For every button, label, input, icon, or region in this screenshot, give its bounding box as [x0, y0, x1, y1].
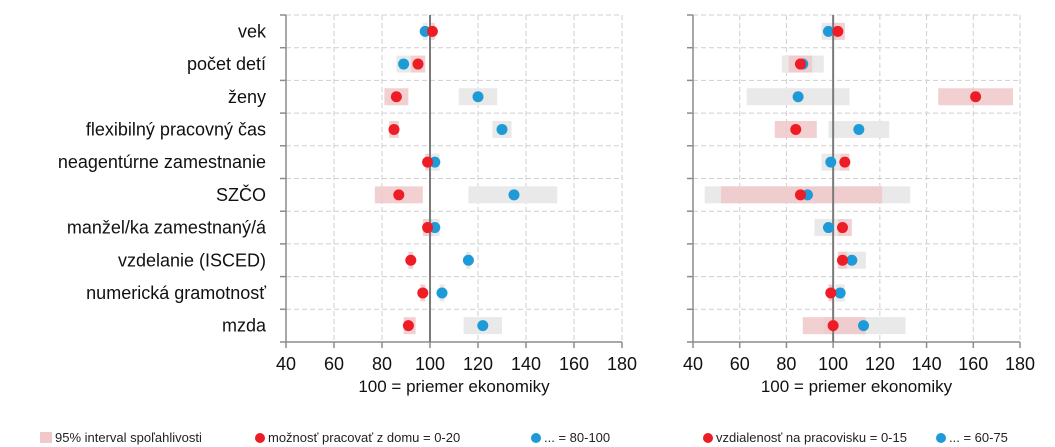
- legend-right-series-2: ... = 60-75: [949, 430, 1008, 445]
- point-red: [422, 222, 434, 234]
- point-red: [405, 254, 417, 266]
- point-blue: [822, 222, 834, 234]
- category-label: mzda: [222, 316, 267, 336]
- point-blue: [436, 287, 448, 299]
- x-tick-label: 80: [776, 354, 796, 374]
- x-tick-label: 40: [683, 354, 703, 374]
- category-label: počet detí: [187, 54, 266, 74]
- legend-left-series-2: ... = 80-100: [544, 430, 610, 445]
- point-red: [832, 25, 844, 37]
- x-tick-label: 100: [415, 354, 445, 374]
- point-red: [839, 156, 851, 168]
- x-tick-label: 120: [463, 354, 493, 374]
- point-red: [794, 189, 806, 201]
- point-red: [825, 287, 837, 299]
- category-label: vek: [238, 21, 267, 41]
- x-tick-label: 60: [730, 354, 750, 374]
- legend-ci-label: 95% interval spoľahlivosti: [55, 430, 202, 445]
- point-red: [390, 91, 402, 103]
- x-tick-label: 40: [276, 354, 296, 374]
- x-axis-title: 100 = priemer ekonomiky: [358, 377, 550, 396]
- category-label: SZČO: [216, 184, 266, 205]
- x-tick-label: 140: [511, 354, 541, 374]
- point-blue: [496, 123, 508, 135]
- legend-red-marker: [703, 433, 713, 443]
- category-label: ženy: [228, 87, 266, 107]
- category-label: numerická gramotnosť: [86, 283, 266, 303]
- x-tick-label: 100: [818, 354, 848, 374]
- point-red: [836, 222, 848, 234]
- x-tick-label: 180: [607, 354, 637, 374]
- x-tick-label: 140: [912, 354, 942, 374]
- x-tick-label: 80: [372, 354, 392, 374]
- point-blue: [477, 320, 489, 332]
- category-label: flexibilný pracovný čas: [86, 119, 266, 139]
- point-red: [836, 254, 848, 266]
- point-blue: [472, 91, 484, 103]
- point-blue: [822, 25, 834, 37]
- legend-left-series-1: možnosť pracovať z domu = 0-20: [268, 430, 460, 445]
- category-label: manžel/ka zamestnaný/á: [67, 218, 267, 238]
- point-blue: [846, 254, 858, 266]
- panel-right: 40 60 80 100 120 140 160 180 100 = priemer ekono…: [683, 14, 1035, 396]
- point-red: [417, 287, 429, 299]
- point-blue: [462, 254, 474, 266]
- point-red: [426, 25, 438, 37]
- point-red: [827, 320, 839, 332]
- point-red: [388, 123, 400, 135]
- point-blue: [398, 58, 410, 70]
- point-red: [970, 91, 982, 103]
- point-blue: [792, 91, 804, 103]
- legend-left: 95% interval spoľahlivosti možnosť praco…: [40, 430, 610, 445]
- point-red: [412, 58, 424, 70]
- legend-red-marker: [255, 433, 265, 443]
- x-tick-label: 160: [559, 354, 589, 374]
- legend-ci-swatch: [40, 432, 52, 443]
- x-axis-title: 100 = priemer ekonomiky: [761, 377, 953, 396]
- legend-blue-marker: [936, 433, 946, 443]
- category-label: neagentúrne zamestnanie: [58, 152, 266, 172]
- point-blue: [853, 123, 865, 135]
- point-red: [790, 123, 802, 135]
- point-red: [393, 189, 405, 201]
- point-red: [422, 156, 434, 168]
- x-tick-label: 60: [324, 354, 344, 374]
- panel-left: 40 60 80 100 120 140 160 180 vek počet detí ženy fl…: [58, 14, 637, 396]
- legend-blue-marker: [531, 433, 541, 443]
- point-blue: [508, 189, 520, 201]
- point-blue: [825, 156, 837, 168]
- point-blue: [858, 320, 870, 332]
- point-red: [402, 320, 414, 332]
- legend-right-series-1: vzdialenosť na pracovisku = 0-15: [716, 430, 907, 445]
- legend-right: vzdialenosť na pracovisku = 0-15 ... = 6…: [703, 430, 1008, 445]
- x-tick-label: 160: [958, 354, 988, 374]
- category-label: vzdelanie (ISCED): [118, 250, 266, 270]
- point-blue: [834, 287, 846, 299]
- x-tick-label: 180: [1005, 354, 1035, 374]
- point-red: [794, 58, 806, 70]
- x-tick-label: 120: [865, 354, 895, 374]
